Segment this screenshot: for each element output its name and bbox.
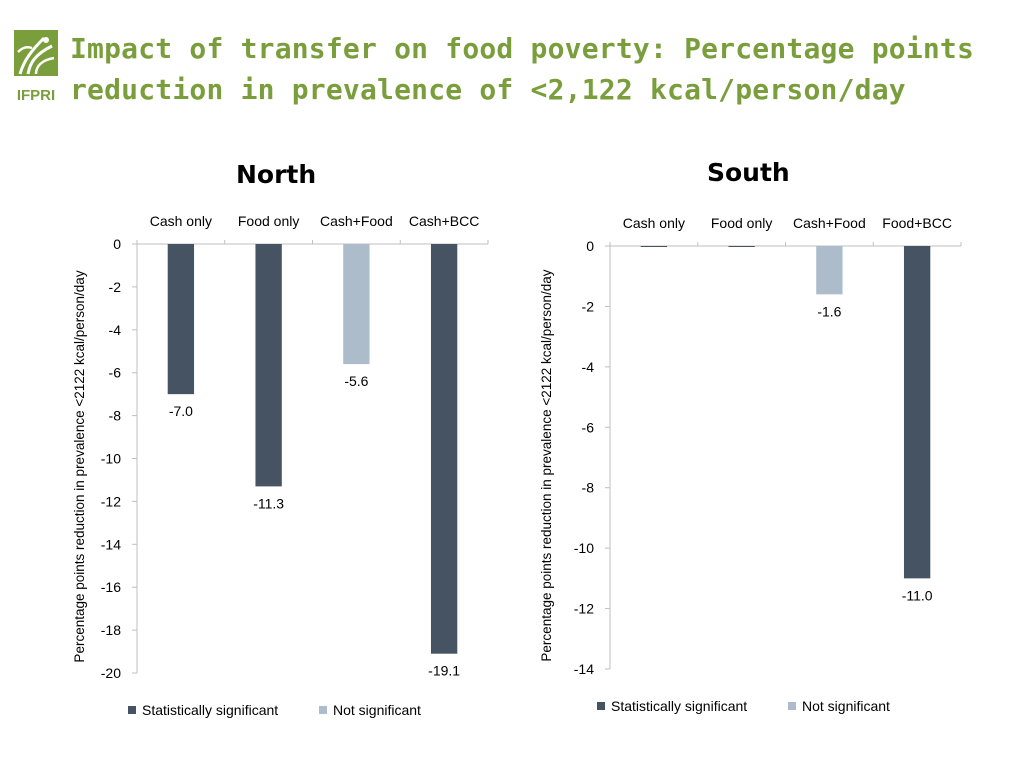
y-tick-label: -20 <box>101 665 121 681</box>
y-axis-title: Percentage points reduction in prevalenc… <box>539 269 554 661</box>
data-label: -1.6 <box>817 303 841 319</box>
south-panel-title: South <box>707 158 790 187</box>
y-tick-label: -2 <box>582 298 595 314</box>
legend-entry: Statistically significant <box>142 702 278 718</box>
y-tick-label: 0 <box>113 236 121 252</box>
y-tick-label: -4 <box>109 322 122 338</box>
logo-text: IFPRI <box>17 87 55 104</box>
y-tick-label: -2 <box>109 279 122 295</box>
y-tick-label: -6 <box>109 365 122 381</box>
data-label: -19.1 <box>428 663 460 679</box>
data-label: -11.0 <box>902 587 933 603</box>
x-tick-label: Cash+Food <box>793 215 866 231</box>
x-tick-label: Cash+BCC <box>409 213 479 229</box>
legend-entry: Not significant <box>333 702 421 718</box>
legend-swatch <box>788 702 796 710</box>
x-tick-label: Food+BCC <box>882 215 952 231</box>
bar <box>430 244 458 654</box>
y-tick-label: -8 <box>582 480 595 496</box>
ifpri-logo: IFPRI <box>14 30 58 104</box>
y-tick-label: -12 <box>101 493 121 509</box>
y-tick-label: -4 <box>582 359 595 375</box>
y-tick-label: -10 <box>574 540 594 556</box>
y-tick-label: -8 <box>109 408 122 424</box>
bar <box>167 244 195 395</box>
y-tick-label: -16 <box>101 579 121 595</box>
x-tick-label: Cash only <box>623 215 685 231</box>
bar <box>903 246 931 579</box>
legend-swatch <box>597 702 605 710</box>
x-tick-label: Food only <box>711 215 772 231</box>
title-line-1: Impact of transfer on food poverty: Perc… <box>70 32 975 65</box>
page-title: Impact of transfer on food poverty: Perc… <box>70 28 1010 110</box>
legend-swatch <box>319 706 327 714</box>
bar <box>343 244 370 365</box>
data-label: -5.6 <box>344 373 368 389</box>
legend-entry: Statistically significant <box>611 698 747 714</box>
data-label: -11.3 <box>253 495 284 511</box>
y-tick-label: -14 <box>574 661 594 677</box>
title-line-2: reduction in prevalence of <2,122 kcal/p… <box>70 73 906 106</box>
x-tick-label: Cash+Food <box>320 213 393 229</box>
y-tick-label: -10 <box>101 451 121 467</box>
y-tick-label: -12 <box>574 601 594 617</box>
legend-entry: Not significant <box>802 698 890 714</box>
north-panel-title: North <box>236 160 317 189</box>
x-tick-label: Food only <box>238 213 299 229</box>
data-label: -7.0 <box>169 403 193 419</box>
bar <box>640 246 668 247</box>
legend-swatch <box>128 706 136 714</box>
x-tick-label: Cash only <box>150 213 212 229</box>
y-tick-label: -6 <box>582 419 595 435</box>
y-tick-label: 0 <box>586 238 594 254</box>
y-axis-title: Percentage points reduction in prevalenc… <box>72 270 87 662</box>
bar <box>255 244 282 487</box>
bar <box>816 246 843 295</box>
y-tick-label: -14 <box>101 536 121 552</box>
y-tick-label: -18 <box>101 622 121 638</box>
bar <box>728 246 755 247</box>
